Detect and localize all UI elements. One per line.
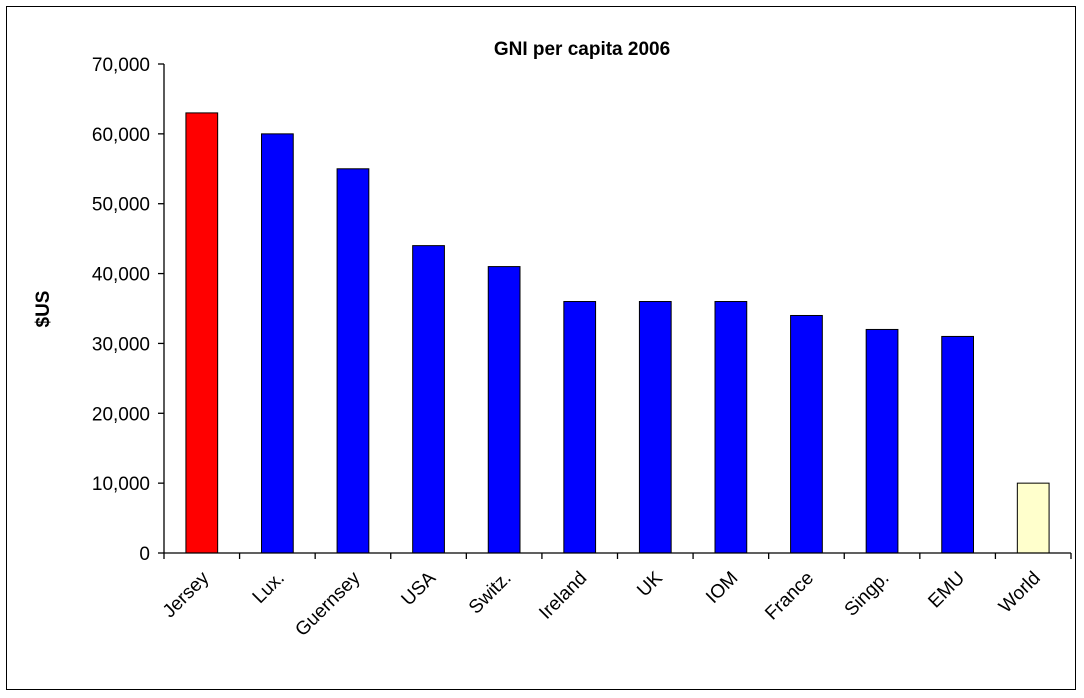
bar-world [1016,482,1050,554]
y-tick-label: 60,000 [92,125,150,146]
bar-ireland [563,301,597,554]
y-tick-label: 30,000 [92,334,150,355]
bar-guernsey [336,168,370,554]
y-tick-label: 40,000 [92,265,150,286]
x-tick-label: EMU [924,568,969,613]
y-tick-label: 0 [139,544,150,565]
bar-france [790,314,823,554]
y-tick-label: 10,000 [92,474,150,495]
y-tick-label: 20,000 [92,404,150,425]
bar-uk [638,301,672,554]
bar-lux [261,133,294,554]
chart-title: GNI per capita 2006 [494,39,670,60]
x-tick-label: Guernsey [291,567,364,640]
y-tick-label: 70,000 [92,55,150,76]
bar-jersey [185,112,219,554]
bars-layer [185,112,1050,554]
bar-switz [487,266,521,554]
x-tick-label: Switz. [465,568,516,619]
x-tick-label: Ireland [535,568,591,624]
bar-singp [865,328,899,554]
bar-emu [941,335,974,554]
y-tick-label: 50,000 [92,195,150,216]
x-tick-label: UK [633,567,667,601]
x-tick-label: Singp. [841,568,894,621]
x-tick-label: France [761,568,818,625]
bar-usa [412,245,445,554]
x-tick-label: Jersey [159,567,214,622]
x-tick-label: Lux. [249,568,289,608]
x-tick-label: World [995,568,1045,618]
bar-iom [714,301,748,554]
y-axis-label: $US [33,291,54,328]
x-tick-label: USA [398,567,441,610]
x-tick-label: IOM [702,568,742,608]
